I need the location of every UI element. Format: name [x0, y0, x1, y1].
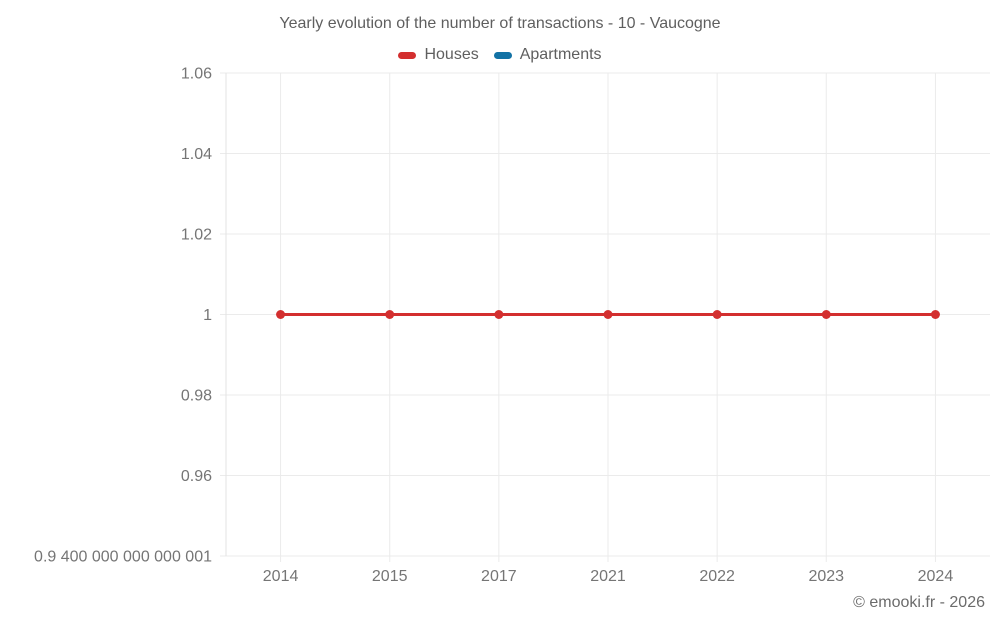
x-tick-label: 2024: [918, 568, 954, 585]
houses-data-point[interactable]: [494, 310, 504, 319]
chart-title: Yearly evolution of the number of transa…: [279, 15, 721, 32]
houses-data-point[interactable]: [276, 310, 286, 319]
x-tick-label: 2015: [372, 568, 408, 585]
y-tick-label: 0.98: [181, 388, 212, 405]
apartments-series-swatch-icon: [493, 51, 512, 59]
x-tick-label: 2014: [263, 568, 299, 585]
y-tick-label: 1.02: [181, 227, 212, 244]
y-tick-label: 0.96: [181, 468, 212, 485]
houses-data-point[interactable]: [385, 310, 395, 319]
y-tick-label: 0.9 400 000 000 000 001: [34, 549, 212, 566]
legend-label-apartments: Apartments: [519, 46, 602, 63]
y-tick-label: 1.06: [181, 66, 212, 83]
houses-data-point[interactable]: [712, 310, 722, 319]
x-tick-label: 2021: [590, 568, 626, 585]
legend-item-houses[interactable]: Houses: [398, 46, 479, 64]
x-tick-label: 2023: [808, 568, 844, 585]
houses-data-point[interactable]: [603, 310, 613, 319]
houses-series-swatch-icon: [398, 51, 417, 59]
houses-data-point[interactable]: [930, 310, 940, 319]
legend: Houses Apartments: [0, 46, 1000, 64]
x-tick-label: 2022: [699, 568, 735, 585]
copyright-credit: © emooki.fr - 2026: [853, 594, 985, 611]
legend-item-apartments[interactable]: Apartments: [493, 46, 602, 64]
y-tick-label: 1: [203, 307, 212, 324]
legend-label-houses: Houses: [424, 46, 479, 63]
y-tick-label: 1.04: [181, 146, 212, 163]
x-tick-label: 2017: [481, 568, 517, 585]
houses-data-point[interactable]: [821, 310, 831, 319]
